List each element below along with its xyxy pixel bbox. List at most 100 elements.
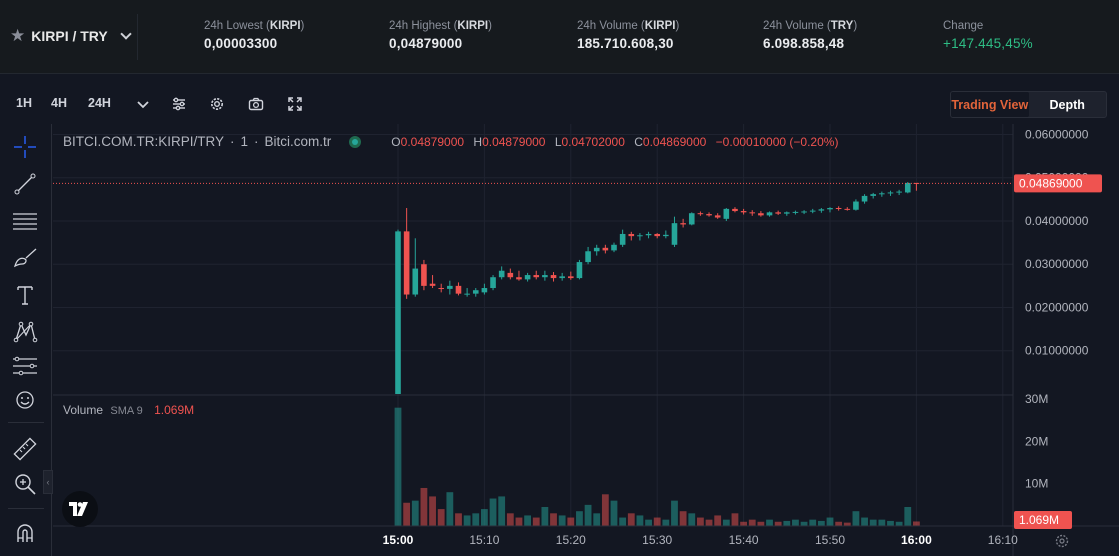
open-value: 0.04879000	[400, 134, 465, 149]
interval-1h[interactable]: 1H	[16, 96, 32, 110]
stat-24h-volume-try: 24h Volume (TRY) 6.098.858,48	[763, 20, 857, 51]
volume-bar	[541, 506, 549, 526]
tradingview-logo[interactable]	[62, 491, 98, 527]
text-icon	[17, 286, 33, 305]
candle-body	[861, 195, 868, 202]
candle-body	[568, 276, 574, 279]
chart-legend: BITCI.COM.TR:KIRPI/TRY · 1 · Bitci.com.t…	[63, 134, 838, 149]
magnet-icon	[17, 524, 33, 542]
candle-body	[913, 182, 920, 184]
volume-bar	[697, 517, 704, 526]
brush-tool[interactable]	[12, 245, 38, 271]
ohlc-values: O0.04879000 H0.04879000 L0.04702000 C0.0…	[385, 135, 838, 149]
candles	[395, 182, 920, 394]
volume-bar	[783, 520, 791, 526]
candle-body	[637, 235, 643, 237]
candle-body	[879, 193, 885, 195]
volume-bar	[567, 517, 575, 526]
depth-tab[interactable]: Depth	[1049, 97, 1085, 112]
divider	[8, 422, 44, 423]
volume-bars	[394, 407, 920, 526]
volume-bar	[619, 517, 627, 526]
volume-bar	[403, 502, 411, 526]
pair-selector[interactable]: ★ KIRPI / TRY	[10, 26, 132, 45]
candlestick-chart[interactable]: 0.060000000.050000000.040000000.03000000…	[53, 124, 1119, 556]
close-value: 0.04869000	[642, 134, 707, 149]
volume-bar	[774, 521, 782, 526]
volume-bar	[636, 515, 644, 526]
volume-bar	[455, 513, 462, 526]
candle-body	[827, 208, 833, 210]
candle-body	[758, 213, 764, 216]
candle-body	[896, 191, 902, 193]
time-tick-label: 15:40	[729, 533, 759, 547]
stat-value: 0,00003300	[204, 36, 278, 51]
divider	[137, 14, 138, 60]
fib-retracement-tool[interactable]	[12, 208, 38, 234]
ruler-icon	[13, 437, 37, 461]
price-tick-label: 0.04000000	[1025, 214, 1089, 228]
candle-body	[801, 211, 807, 213]
price-tick-label: 0.06000000	[1025, 127, 1089, 141]
candle-body	[706, 214, 712, 216]
interval-4h[interactable]: 4H	[51, 96, 67, 110]
forecast-icon	[13, 356, 37, 376]
volume-sma-label: SMA 9	[110, 405, 143, 417]
candle-body	[809, 210, 816, 212]
volume-bar	[627, 513, 635, 526]
candle-body	[403, 231, 410, 295]
candle-body	[645, 233, 652, 236]
crosshair-tool[interactable]	[12, 134, 38, 160]
chart-area[interactable]: 0.060000000.050000000.040000000.03000000…	[53, 124, 1119, 556]
indicators-icon[interactable]	[171, 96, 187, 112]
candle-body	[490, 277, 496, 289]
chevron-down-icon[interactable]	[135, 96, 151, 112]
star-icon[interactable]: ★	[10, 26, 26, 45]
camera-icon[interactable]	[248, 96, 264, 112]
emoji-tool[interactable]	[12, 387, 38, 413]
volume-legend: Volume SMA 9 1.069M	[63, 403, 194, 417]
chart-toolbar: 1H 4H 24H	[0, 86, 1119, 124]
stat-change: Change +147.445,45%	[943, 20, 1033, 51]
stat-24h-highest: 24h Highest (KIRPI) 0,04879000	[389, 20, 492, 51]
candle-body	[593, 247, 600, 252]
volume-bar	[757, 521, 765, 526]
interval-24h[interactable]: 24H	[88, 96, 111, 110]
legend-dot-separator: ·	[230, 134, 235, 149]
pattern-tool[interactable]	[12, 319, 38, 345]
time-tick-label: 15:50	[815, 533, 845, 547]
divider	[8, 508, 44, 509]
high-value: 0.04879000	[482, 134, 546, 149]
market-status-icon	[349, 135, 362, 148]
volume-bar	[887, 520, 894, 526]
price-tick-label: 0.02000000	[1025, 300, 1089, 314]
candle-body	[619, 233, 626, 245]
fib-icon	[13, 213, 37, 230]
volume-bar	[826, 517, 834, 526]
last-price-badge	[1014, 174, 1102, 193]
volume-bar	[722, 519, 730, 526]
time-tick-label: 15:00	[383, 533, 414, 547]
ruler-tool[interactable]	[12, 436, 38, 462]
time-tick-label: 16:10	[988, 533, 1018, 547]
stat-label: Change	[943, 20, 984, 32]
stat-value: +147.445,45%	[943, 36, 1033, 51]
text-tool[interactable]	[12, 282, 38, 308]
forecast-tool[interactable]	[12, 353, 38, 379]
toolbar-collapse-handle[interactable]: ‹	[43, 470, 53, 494]
candle-body	[464, 293, 470, 295]
candle-body	[723, 208, 730, 219]
legend-interval: 1	[240, 134, 249, 149]
fullscreen-icon[interactable]	[287, 96, 303, 112]
settings-icon[interactable]	[209, 96, 225, 112]
zoom-icon	[15, 474, 36, 495]
magnet-tool[interactable]	[12, 520, 38, 546]
volume-bar	[645, 519, 652, 526]
candle-body	[429, 283, 436, 286]
trading-view-tab[interactable]: Trading View	[951, 92, 1029, 117]
trend-line-tool[interactable]	[12, 171, 38, 197]
volume-bar	[662, 519, 670, 526]
volume-bar	[550, 513, 557, 526]
candle-body	[628, 233, 635, 237]
zoom-tool[interactable]	[12, 471, 38, 497]
